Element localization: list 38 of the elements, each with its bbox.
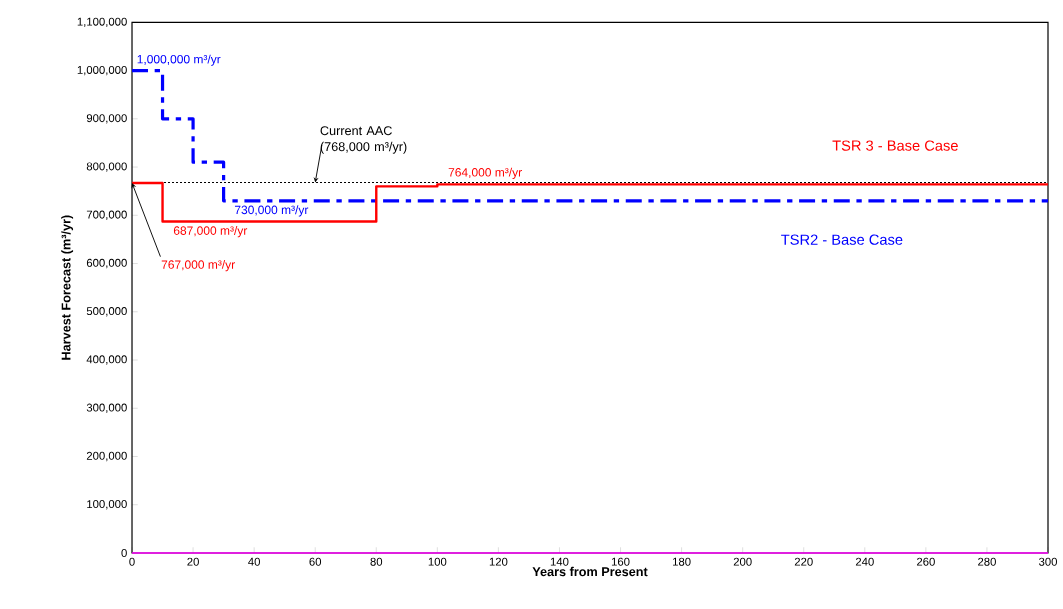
- x-tick-label: 40: [248, 557, 260, 566]
- x-tick-label: 240: [855, 557, 874, 566]
- x-tick-label: 300: [1038, 557, 1058, 566]
- x-tick-label: 140: [550, 557, 569, 566]
- text: TSR 3 - Base Case: [832, 140, 958, 151]
- x-tick-label: 280: [978, 557, 996, 566]
- y-tick-label: 700,000: [86, 210, 127, 220]
- x-tick-label: 80: [370, 557, 383, 566]
- y-tick-label: 200,000: [86, 451, 127, 462]
- x-tick-label: 200: [733, 557, 752, 566]
- y-tick-label: 300,000: [86, 403, 127, 413]
- text: TSR2 - Base Case: [781, 234, 903, 245]
- y-tick-label: 500,000: [86, 307, 127, 317]
- y-tick-label: 800,000: [86, 162, 127, 172]
- x-tick-label: 120: [489, 557, 508, 566]
- y-tick-label: 100,000: [87, 500, 127, 510]
- data-label: 687,000 m³/yr: [173, 226, 248, 238]
- y-tick-label: 0: [121, 548, 127, 557]
- y-tick-label: 1,000,000: [77, 65, 127, 76]
- data-label: 767,000 m³/yr: [161, 260, 235, 272]
- y-axis-title: Harvest Forecast (m³/yr): [61, 215, 74, 360]
- y-tick-label: 1,100,000: [77, 17, 127, 27]
- y-tick-label: 600,000: [86, 258, 127, 269]
- x-tick-label: 220: [794, 557, 813, 566]
- y-tick-label: 400,000: [86, 355, 127, 365]
- y-tick-label: 900,000: [86, 114, 127, 124]
- data-label: 1,000,000 m³/yr: [137, 54, 221, 66]
- x-tick-label: 0: [129, 557, 135, 566]
- x-tick-label: 260: [916, 557, 935, 566]
- data-label: 730,000 m³/yr: [234, 205, 309, 217]
- x-tick-label: 60: [309, 557, 322, 566]
- x-axis-title: Years from Present: [532, 566, 648, 577]
- x-tick-label: 100: [428, 557, 447, 566]
- x-tick-label: 20: [187, 557, 199, 566]
- x-tick-label: 180: [673, 557, 691, 566]
- ref-line-label: Current AAC (768,000 m³/yr): [320, 126, 407, 154]
- data-label: 764,000 m³/yr: [448, 167, 522, 179]
- x-tick-label: 160: [611, 557, 630, 566]
